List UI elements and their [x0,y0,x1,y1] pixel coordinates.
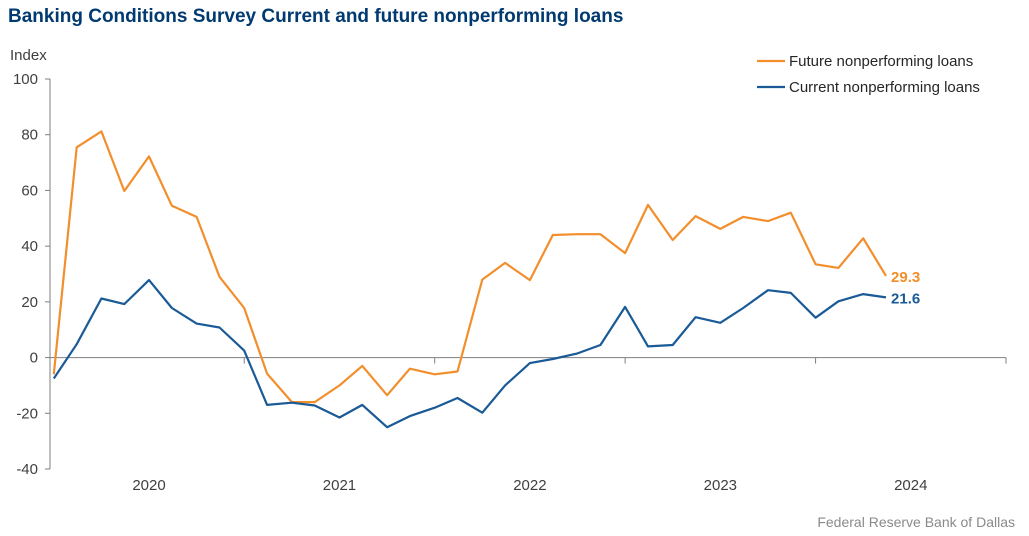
source-note: Federal Reserve Bank of Dallas [817,514,1015,530]
series-line-current [52,279,887,429]
y-tick-label: -40 [16,461,38,478]
y-tick-label: 0 [30,350,38,367]
y-tick-label: -20 [16,405,38,422]
series-line-future [52,130,887,404]
x-axis: 2020 2021 2022 2023 2024 [50,357,1007,494]
y-tick-label: 60 [21,182,38,199]
y-axis: Index 100 80 60 40 20 0 -20 -40 [10,47,51,478]
y-tick-label: 100 [13,71,38,88]
x-tick-label: 2020 [132,477,165,494]
x-tick-label: 2024 [894,477,927,494]
end-value-label: 21.6 [891,290,920,307]
y-tick-label: 80 [21,127,38,144]
x-tick-label: 2022 [513,477,546,494]
legend-label: Future nonperforming loans [789,53,973,70]
legend: Future nonperforming loans Current nonper… [757,53,980,96]
chart-title: Banking Conditions Survey Current and fu… [8,6,624,27]
series-lines: 29.3 21.6 [52,130,920,429]
y-tick-label: 20 [21,294,38,311]
legend-label: Current nonperforming loans [789,79,980,96]
x-tick-label: 2023 [704,477,737,494]
x-tick-label: 2021 [323,477,356,494]
end-value-label: 29.3 [891,269,920,286]
y-axis-label: Index [10,47,47,64]
y-tick-label: 40 [21,238,38,255]
